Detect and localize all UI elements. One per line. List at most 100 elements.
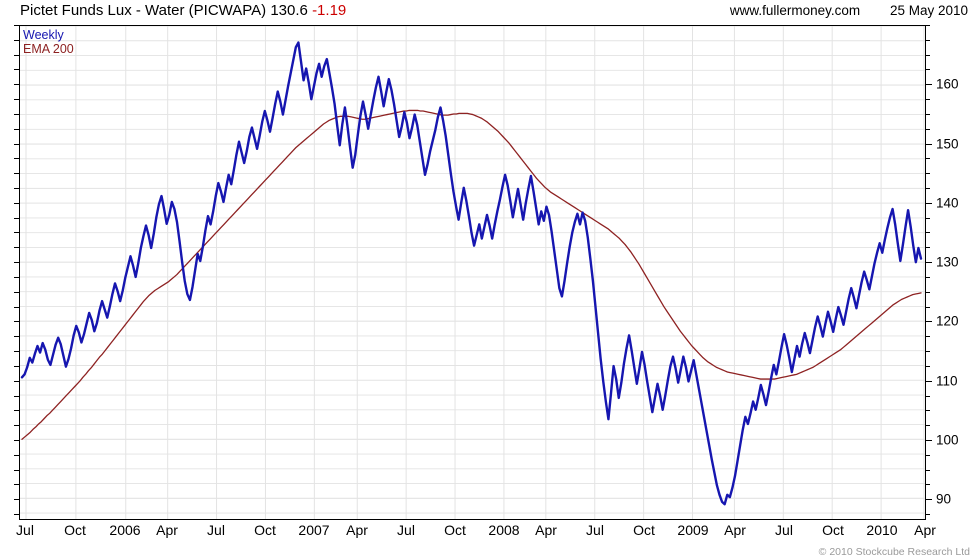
- copyright-credit: © 2010 Stockcube Research Ltd: [818, 546, 970, 558]
- y-axis-tick: [926, 262, 932, 264]
- x-axis-tick-label: 2009: [677, 522, 709, 538]
- x-axis-tick-label: Jul: [207, 522, 225, 538]
- y-axis-left-tick: [14, 365, 19, 367]
- y-axis-tick: [926, 84, 932, 86]
- y-axis-minor-tick: [926, 247, 930, 249]
- y-axis-left-tick: [14, 336, 19, 338]
- y-axis-left-tick: [14, 439, 19, 441]
- x-axis-tick-label: 2010: [866, 522, 898, 538]
- instrument-name: Pictet Funds Lux - Water (PICWAPA): [20, 2, 267, 19]
- x-axis-tick-label: Oct: [64, 522, 86, 538]
- y-axis-minor-tick: [926, 276, 930, 278]
- y-axis-tick-label: 120: [936, 313, 959, 329]
- y-axis-minor-tick: [926, 113, 930, 115]
- y-axis-left-tick: [14, 158, 19, 160]
- y-axis-minor-tick: [926, 484, 930, 486]
- y-axis-left-tick: [14, 306, 19, 308]
- y-axis-left-tick: [14, 143, 19, 145]
- website-label: www.fullermoney.com: [729, 3, 861, 18]
- y-axis-tick-label: 150: [936, 136, 959, 152]
- x-axis-tick-label: Jul: [397, 522, 415, 538]
- y-axis-left-tick: [14, 425, 19, 427]
- x-axis-tick-label: Apr: [914, 522, 936, 538]
- y-axis-left-tick: [14, 380, 19, 382]
- y-axis-left-tick: [14, 351, 19, 353]
- y-axis-minor-tick: [926, 365, 930, 367]
- y-axis-left-tick: [14, 469, 19, 471]
- y-axis-left-tick: [14, 410, 19, 412]
- chart-date: 25 May 2010: [889, 3, 968, 18]
- y-axis-tick: [926, 499, 932, 501]
- x-axis-tick-label: Oct: [633, 522, 655, 538]
- x-axis-tick-label: Apr: [156, 522, 178, 538]
- plot-area[interactable]: Weekly EMA 200: [19, 25, 926, 520]
- y-axis-minor-tick: [926, 306, 930, 308]
- y-axis-left-tick: [14, 39, 19, 41]
- y-axis-tick: [926, 202, 932, 204]
- y-axis-left-tick: [14, 25, 19, 26]
- header-right-block: www.fullermoney.com 25 May 2010: [730, 3, 968, 18]
- x-axis-tick-label: 2008: [488, 522, 520, 538]
- x-axis: Jul Oct 2006 Apr Jul Oct 2007 Apr Jul Oct 2008 Apr J…: [0, 522, 980, 546]
- x-axis-tick-label: Oct: [444, 522, 466, 538]
- x-axis-tick-label: 2006: [109, 522, 141, 538]
- ema-200-line: [21, 109, 922, 440]
- y-axis-minor-tick: [926, 69, 930, 71]
- y-axis-left-tick: [14, 217, 19, 219]
- price-change: -1.19: [312, 2, 347, 19]
- y-axis-minor-tick: [926, 25, 930, 26]
- y-axis-left-tick: [14, 202, 19, 204]
- x-axis-tick-label: Oct: [254, 522, 276, 538]
- y-axis-tick-label: 90: [936, 491, 952, 507]
- x-axis-tick-label: 2007: [298, 522, 330, 538]
- y-axis-minor-tick: [926, 410, 930, 412]
- y-axis-minor-tick: [926, 469, 930, 471]
- y-axis-left-tick: [14, 276, 19, 278]
- y-axis-minor-tick: [926, 99, 930, 101]
- x-axis-tick-label: Jul: [775, 522, 793, 538]
- y-axis-tick: [926, 439, 932, 441]
- y-axis-left-tick: [14, 99, 19, 101]
- y-axis-tick: [926, 143, 932, 145]
- y-axis-left-tick: [14, 188, 19, 190]
- legend-item-ema200: EMA 200: [23, 42, 74, 56]
- y-axis-left-tick: [14, 514, 19, 516]
- y-axis-minor-tick: [926, 173, 930, 175]
- y-axis-left-tick: [14, 484, 19, 486]
- chart-legend: Weekly EMA 200: [23, 28, 74, 56]
- x-axis-tick-label: Jul: [586, 522, 604, 538]
- y-axis-minor-tick: [926, 291, 930, 293]
- y-axis-minor-tick: [926, 232, 930, 234]
- y-axis-tick-label: 160: [936, 76, 959, 92]
- y-axis-tick-label: 110: [936, 373, 958, 389]
- y-axis-left-tick: [14, 395, 19, 397]
- y-axis-left-tick: [14, 247, 19, 249]
- y-axis-tick: [926, 380, 932, 382]
- x-axis-tick-label: Apr: [346, 522, 368, 538]
- y-axis-left-tick: [14, 454, 19, 456]
- y-axis-minor-tick: [926, 514, 930, 516]
- y-axis-tick-label: 140: [936, 195, 959, 211]
- x-axis-tick-label: Oct: [822, 522, 844, 538]
- x-axis-tick-label: Apr: [535, 522, 557, 538]
- y-axis-minor-tick: [926, 336, 930, 338]
- y-axis-left-tick: [14, 262, 19, 264]
- y-axis-tick-label: 100: [936, 432, 959, 448]
- y-axis-minor-tick: [926, 158, 930, 160]
- y-axis-left-tick: [14, 291, 19, 293]
- y-axis-left-tick: [14, 113, 19, 115]
- chart-header: Pictet Funds Lux - Water (PICWAPA) 130.6…: [0, 0, 980, 25]
- y-axis-minor-tick: [926, 128, 930, 130]
- y-axis-minor-tick: [926, 39, 930, 41]
- y-axis-minor-tick: [926, 425, 930, 427]
- y-axis-minor-tick: [926, 351, 930, 353]
- page-title: Pictet Funds Lux - Water (PICWAPA) 130.6…: [20, 2, 346, 19]
- last-price: 130.6: [270, 2, 308, 19]
- y-axis-left-tick: [14, 499, 19, 501]
- y-axis-left-tick: [14, 128, 19, 130]
- y-axis-tick-label: 130: [936, 254, 959, 270]
- y-axis-left-tick: [14, 232, 19, 234]
- gridlines: [20, 26, 925, 519]
- x-axis-tick-label: Apr: [724, 522, 746, 538]
